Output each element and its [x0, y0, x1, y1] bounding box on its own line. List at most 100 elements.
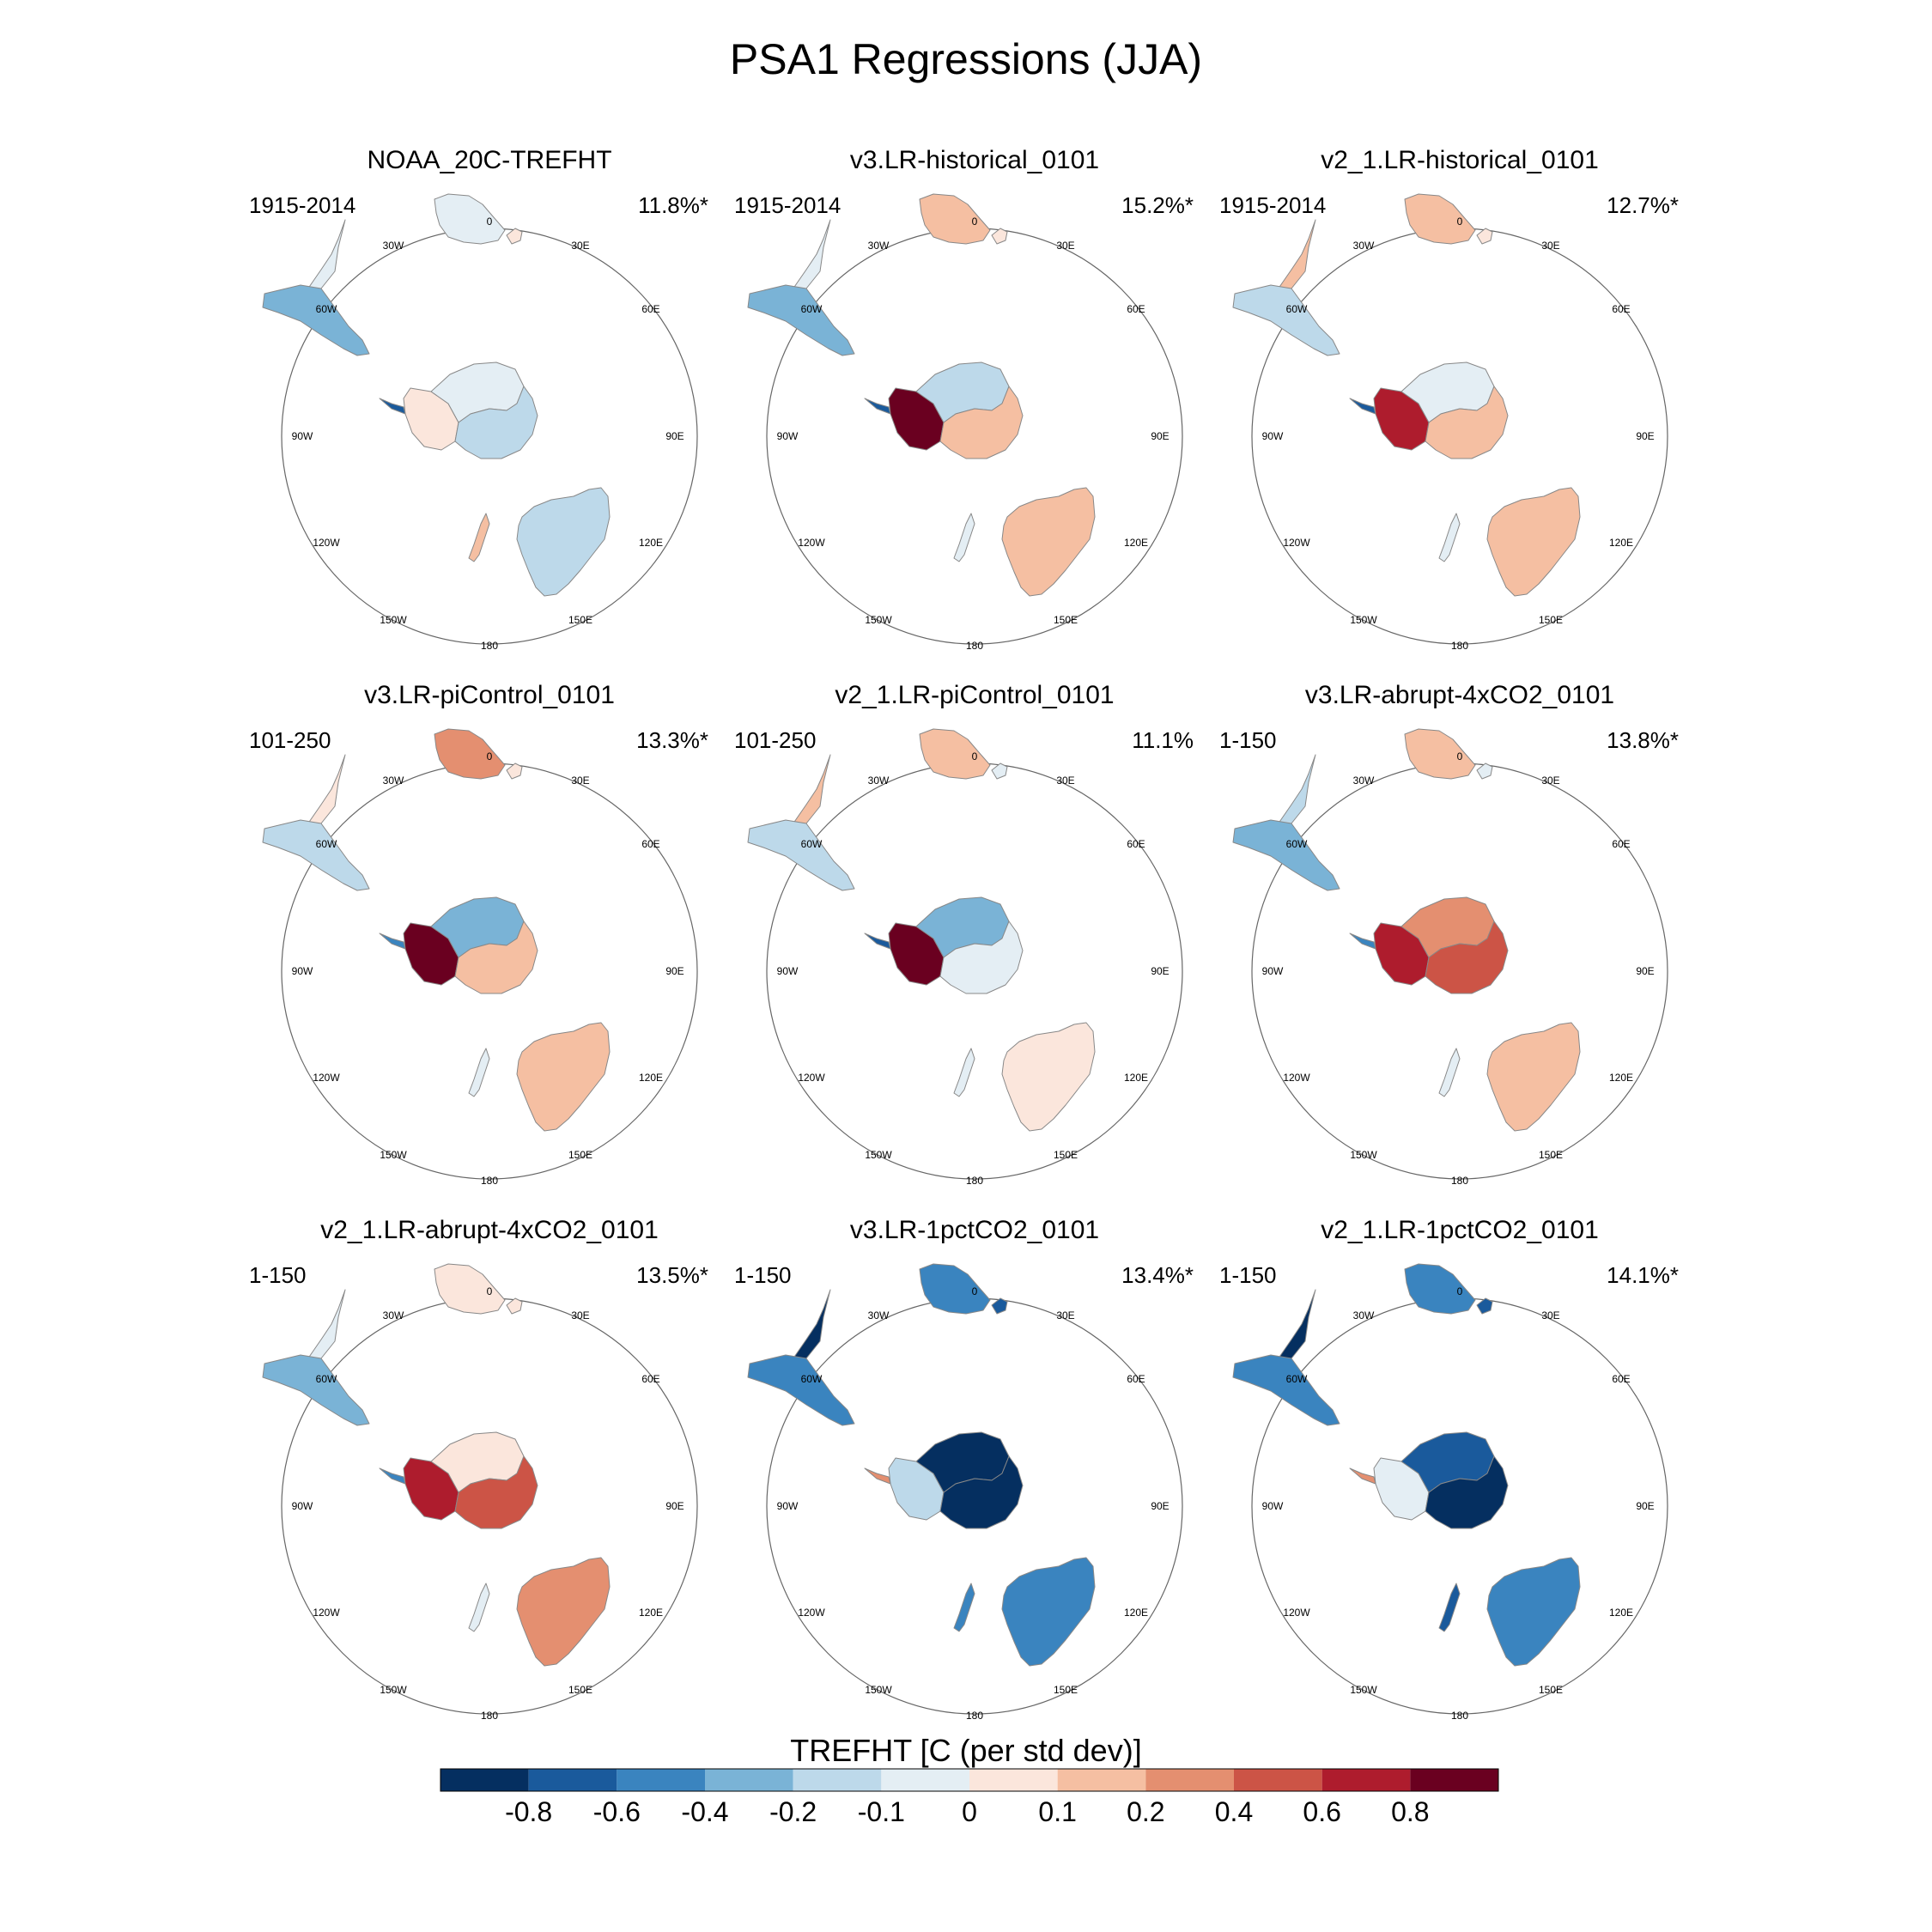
panel-years: 1-150	[1219, 727, 1277, 753]
panel-variance-pct: 14.1%*	[1607, 1262, 1679, 1288]
longitude-label: 90E	[1151, 1500, 1169, 1512]
panel-title: v2_1.LR-piControl_0101	[835, 681, 1115, 709]
longitude-label: 0	[1457, 750, 1463, 762]
polar-map: 0 30E 60E 90E 120E 150E 180 150W 120W 90W 60W 30W	[1232, 1263, 1668, 1722]
colorbar-tick-label: -0.2	[769, 1796, 817, 1827]
polar-map: 0 30E 60E 90E 120E 150E 180 150W 120W 90W 60W 30W	[747, 193, 1183, 652]
colorbar-tick-label: 0.8	[1391, 1796, 1430, 1827]
longitude-label: 30W	[1353, 240, 1375, 252]
panel-years: 1915-2014	[249, 192, 356, 218]
panel-years: 1915-2014	[1219, 192, 1327, 218]
colorbar-swatch	[1145, 1769, 1234, 1791]
land-australia	[1486, 1022, 1581, 1132]
longitude-label: 60W	[1286, 303, 1308, 315]
land-ant-east	[1425, 920, 1509, 994]
longitude-label: 120E	[1124, 537, 1148, 549]
land-ant-pen	[864, 1467, 891, 1485]
land-madagascar	[1476, 1297, 1493, 1315]
land-madagascar	[506, 762, 523, 780]
longitude-label: 0	[487, 750, 493, 762]
land-africa	[919, 728, 991, 780]
longitude-label: 120E	[1124, 1072, 1148, 1084]
map-panel: v2_1.LR-1pctCO2_0101 1-150 14.1%* 0 30E 60…	[1219, 1216, 1700, 1748]
longitude-label: 60E	[1127, 1373, 1145, 1385]
land-ant-east	[454, 920, 538, 994]
panel-variance-pct: 15.2%*	[1121, 192, 1194, 218]
colorbar-swatch	[969, 1769, 1058, 1791]
panel-title: v3.LR-abrupt-4xCO2_0101	[1304, 681, 1615, 709]
land-ant-pen	[379, 933, 406, 950]
map-panel: v3.LR-historical_0101 1915-2014 15.2%* 0…	[734, 146, 1215, 678]
panel-variance-pct: 13.4%*	[1121, 1262, 1194, 1288]
map-panel: v2_1.LR-historical_0101 1915-2014 12.7%*…	[1219, 146, 1700, 678]
land-ant-pen	[864, 398, 891, 415]
longitude-label: 120W	[798, 537, 825, 549]
panel-years: 101-250	[249, 727, 331, 753]
panel-title: v3.LR-piControl_0101	[364, 681, 615, 709]
longitude-label: 120E	[1609, 1607, 1633, 1619]
longitude-label: 30W	[383, 1309, 404, 1321]
longitude-label: 120E	[1609, 537, 1633, 549]
land-africa	[1404, 1263, 1476, 1315]
colorbar-swatch	[1057, 1769, 1146, 1791]
land-sa-south	[262, 284, 370, 356]
land-sa-south	[262, 819, 370, 891]
colorbar-swatch	[1321, 1769, 1411, 1791]
longitude-label: 120E	[1124, 1607, 1148, 1619]
longitude-label: 60W	[801, 1373, 823, 1385]
panel-years: 1-150	[1219, 1262, 1277, 1288]
panel-title: v2_1.LR-historical_0101	[1321, 146, 1599, 174]
longitude-label: 150E	[1054, 1149, 1078, 1161]
longitude-label: 90W	[777, 430, 799, 442]
longitude-label: 60E	[641, 303, 659, 315]
panel-years: 1915-2014	[734, 192, 841, 218]
land-nz	[468, 1048, 490, 1097]
land-nz	[1438, 513, 1461, 562]
longitude-label: 30E	[1541, 775, 1559, 787]
land-nz	[953, 513, 975, 562]
land-ant-pen	[1349, 1467, 1376, 1485]
land-ant-pen	[379, 398, 406, 415]
colorbar-swatch	[793, 1769, 882, 1791]
land-sa-north	[305, 1289, 346, 1363]
longitude-label: 60E	[1127, 838, 1145, 850]
colorbar-swatch	[881, 1769, 969, 1791]
colorbar-swatch	[705, 1769, 793, 1791]
land-sa-south	[747, 284, 855, 356]
land-ant-pen	[1349, 933, 1376, 950]
colorbar-tick-label: -0.1	[857, 1796, 905, 1827]
land-ant-east	[939, 920, 1024, 994]
longitude-label: 120W	[313, 537, 340, 549]
land-ant-east	[1425, 1455, 1509, 1529]
longitude-label: 150W	[865, 614, 892, 626]
longitude-label: 150E	[1539, 1684, 1563, 1696]
longitude-label: 90E	[665, 430, 683, 442]
land-africa	[434, 193, 506, 245]
polar-map: 0 30E 60E 90E 120E 150E 180 150W 120W 90W 60W 30W	[262, 728, 698, 1187]
longitude-label: 60W	[316, 1373, 337, 1385]
longitude-label: 150E	[568, 614, 592, 626]
longitude-label: 60W	[316, 303, 337, 315]
longitude-label: 180	[966, 1710, 983, 1722]
land-africa	[434, 1263, 506, 1315]
panel-variance-pct: 11.1%	[1132, 727, 1194, 753]
land-ant-east	[939, 1455, 1024, 1529]
longitude-label: 150E	[568, 1149, 592, 1161]
land-sa-north	[1275, 1289, 1316, 1363]
map-panel: v3.LR-piControl_0101 101-250 13.3%* 0 30E…	[249, 681, 730, 1213]
longitude-label: 120W	[313, 1607, 340, 1619]
land-sa-north	[1275, 219, 1316, 293]
longitude-label: 30W	[383, 240, 404, 252]
longitude-label: 90W	[1262, 1500, 1284, 1512]
longitude-label: 180	[481, 1175, 498, 1187]
longitude-label: 30E	[1541, 240, 1559, 252]
land-madagascar	[506, 228, 523, 245]
land-africa	[919, 193, 991, 245]
colorbar-swatch	[1234, 1769, 1322, 1791]
longitude-label: 0	[972, 1285, 978, 1297]
land-madagascar	[1476, 762, 1493, 780]
longitude-label: 30E	[1056, 240, 1074, 252]
longitude-label: 60E	[641, 1373, 659, 1385]
longitude-label: 30E	[571, 240, 589, 252]
longitude-label: 30W	[868, 1309, 890, 1321]
